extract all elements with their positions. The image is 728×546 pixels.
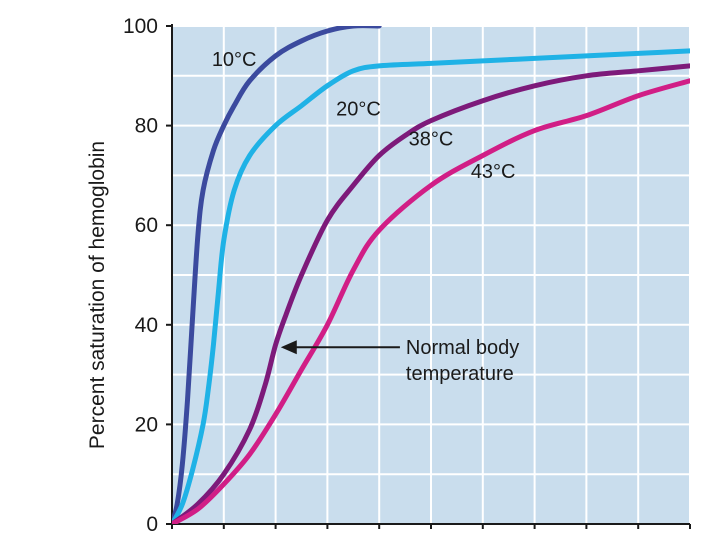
series-line (172, 63, 690, 524)
annotation-text: Normal body (406, 337, 519, 359)
series-label: 10°C (212, 49, 257, 71)
annotation-text: temperature (406, 363, 514, 385)
series-lines (172, 26, 690, 524)
y-tick-label: 40 (135, 314, 158, 337)
series-labels: 10°C 20°C 38°C 43°C (212, 49, 516, 183)
series-label: 38°C (409, 129, 454, 151)
y-tick-label: 100 (123, 15, 158, 38)
series-label: 43°C (471, 161, 516, 183)
y-tick-labels: 0 20 40 60 80 100 (123, 15, 158, 536)
series-line (172, 48, 690, 524)
y-tick-label: 60 (135, 214, 158, 237)
series-line (172, 78, 690, 524)
y-axis-label: Percent saturation of hemoglobin (86, 141, 109, 449)
annotation: Normal body temperature (280, 337, 519, 385)
y-tick-label: 0 (146, 513, 158, 536)
y-tick-label: 20 (135, 413, 158, 436)
axes (166, 24, 691, 529)
series-line (172, 26, 382, 524)
series-label: 20°C (336, 99, 381, 121)
y-tick-label: 80 (135, 115, 158, 138)
annotation-arrowhead (280, 340, 297, 355)
